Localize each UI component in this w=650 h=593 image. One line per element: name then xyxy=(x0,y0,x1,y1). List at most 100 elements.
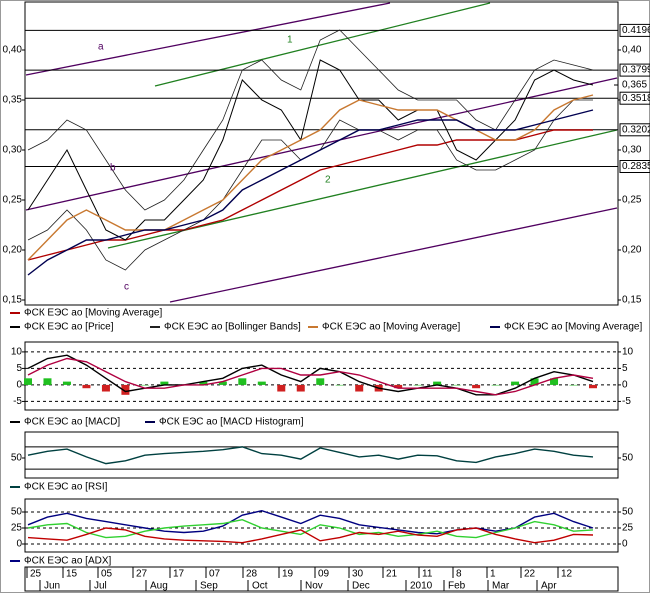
level-box xyxy=(619,91,650,105)
date-label: 1 xyxy=(490,569,496,580)
histogram-bar xyxy=(569,384,578,386)
series-line xyxy=(27,527,594,544)
y-tick-label: 5 xyxy=(16,363,22,374)
legend-label: ФСК ЕЭС ао [MACD] xyxy=(24,417,120,428)
histogram-bar xyxy=(472,384,481,389)
y-tick-label: 0,20 xyxy=(3,245,23,256)
y-tick-label: -5 xyxy=(13,396,22,407)
date-label: 27 xyxy=(136,569,148,580)
histogram-bar xyxy=(82,384,91,389)
histogram-bar xyxy=(140,384,149,386)
histogram-bar xyxy=(296,384,305,392)
y-tick-label: 10 xyxy=(622,347,634,358)
histogram-bar xyxy=(394,384,403,389)
y-tick-label: 0,40 xyxy=(3,45,23,56)
y-tick-label: 0 xyxy=(622,380,628,391)
y-tick-label: -5 xyxy=(622,396,631,407)
histogram-bar xyxy=(160,381,169,385)
plot-frame xyxy=(24,341,619,411)
level-box xyxy=(619,123,650,137)
series-line xyxy=(27,94,594,261)
histogram-bar xyxy=(24,378,32,385)
legend-label: ФСК ЕЭС ао [Price] xyxy=(24,322,114,333)
series-line xyxy=(27,59,594,241)
y-tick-label: 0 xyxy=(16,539,22,550)
date-label: 05 xyxy=(101,569,113,580)
y-tick-label: 0,30 xyxy=(622,145,642,156)
histogram-bar xyxy=(491,384,500,386)
y-tick-label: 25 xyxy=(622,523,634,534)
histogram-bar xyxy=(199,381,208,385)
date-label: 19 xyxy=(282,569,294,580)
month-label: Dec xyxy=(352,581,370,592)
histogram-bar xyxy=(101,384,110,392)
date-label: 21 xyxy=(386,569,398,580)
level-label: 0.3518 xyxy=(622,93,650,104)
date-label: 30 xyxy=(352,569,364,580)
y-tick-label: 50 xyxy=(622,453,634,464)
month-label: 2010 xyxy=(410,581,433,592)
month-label: Mar xyxy=(492,581,510,592)
y-tick-label: 0,25 xyxy=(3,195,23,206)
level-label: 0.3799 xyxy=(622,65,650,76)
series-line xyxy=(27,357,594,396)
date-label: 09 xyxy=(318,569,330,580)
histogram-bar xyxy=(589,384,597,389)
plot-frame xyxy=(24,431,619,479)
date-label: 11 xyxy=(422,569,433,580)
trend-line xyxy=(154,2,491,87)
y-tick-label: 10 xyxy=(11,347,23,358)
histogram-bar xyxy=(218,381,227,385)
level-label: 0.3202 xyxy=(622,124,650,135)
month-label: Aug xyxy=(150,581,168,592)
histogram-bar xyxy=(257,381,266,385)
date-label: 25 xyxy=(30,569,42,580)
series-line xyxy=(27,509,594,535)
level-box xyxy=(619,23,650,37)
histogram-bar xyxy=(277,384,286,392)
y-tick-label: 0 xyxy=(16,380,22,391)
y-tick-label: 0,15 xyxy=(3,295,23,306)
annotation: 1 xyxy=(287,35,293,46)
legend-label: ФСК ЕЭС ао [RSI] xyxy=(24,482,108,493)
annotation: a xyxy=(98,42,104,53)
level-box xyxy=(619,63,650,77)
y-tick-label: 50 xyxy=(11,507,23,518)
histogram-bar xyxy=(316,378,325,385)
y-tick-label: 25 xyxy=(11,523,23,534)
trend-line xyxy=(169,207,618,303)
histogram-bar xyxy=(413,384,422,386)
month-label: Jun xyxy=(44,581,60,592)
legend-label: ФСК ЕЭС ао [ADX] xyxy=(24,556,112,567)
legend-label: ФСК ЕЭС ао [Moving Average] xyxy=(24,308,162,319)
legend-label: ФСК ЕЭС ао [Moving Average] xyxy=(322,322,460,333)
annotation: 2 xyxy=(325,175,331,186)
histogram-bar xyxy=(238,378,247,385)
annotation: c xyxy=(124,282,129,293)
y-tick-label: 0,15 xyxy=(622,295,642,306)
month-label: Oct xyxy=(252,581,268,592)
level-box xyxy=(619,160,650,173)
histogram-bar xyxy=(433,381,442,385)
trend-line xyxy=(25,2,391,76)
histogram-bar xyxy=(43,378,52,385)
month-label: Apr xyxy=(541,581,557,592)
month-label: Jul xyxy=(94,581,107,592)
y-tick-label: 0,40 xyxy=(622,45,642,56)
series-line xyxy=(27,446,594,465)
y-tick-label: 50 xyxy=(622,507,634,518)
histogram-bar xyxy=(452,384,461,386)
legend-label: ФСК ЕЭС ао [Moving Average] xyxy=(504,322,642,333)
y-tick-label: 5 xyxy=(622,363,628,374)
histogram-bar xyxy=(62,381,71,385)
date-label: 28 xyxy=(246,569,258,580)
histogram-bar xyxy=(530,378,539,385)
histogram-bar xyxy=(355,384,364,392)
histogram-bar xyxy=(550,378,559,385)
date-label: 12 xyxy=(561,569,573,580)
y-tick-label: 0,35 xyxy=(3,95,23,106)
legend-label: ФСК ЕЭС ао [Bollinger Bands] xyxy=(164,322,301,333)
date-label: 8 xyxy=(456,569,462,580)
